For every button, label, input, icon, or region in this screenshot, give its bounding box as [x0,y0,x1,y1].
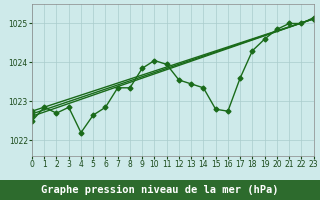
Text: Graphe pression niveau de la mer (hPa): Graphe pression niveau de la mer (hPa) [41,185,279,195]
